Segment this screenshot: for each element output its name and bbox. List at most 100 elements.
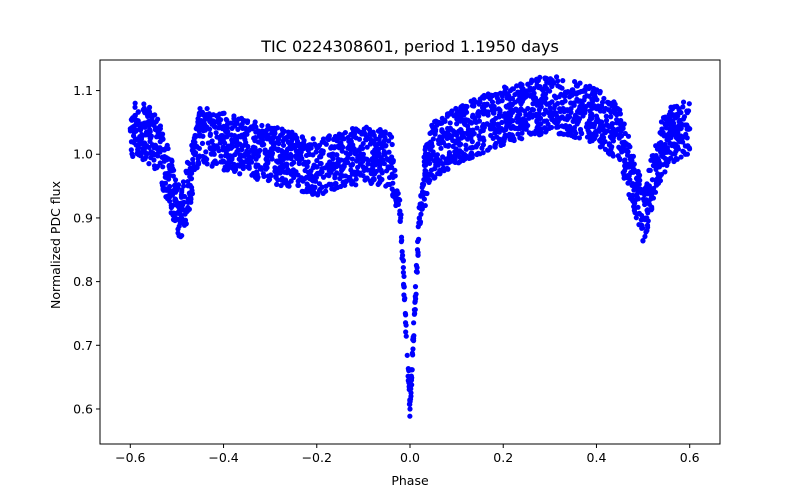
scatter-point — [660, 143, 666, 149]
scatter-point — [455, 160, 462, 166]
scatter-point — [237, 171, 243, 177]
scatter-point — [663, 146, 669, 152]
scatter-point — [327, 159, 333, 165]
scatter-point — [458, 104, 464, 111]
scatter-point — [545, 121, 551, 127]
scatter-point — [614, 120, 620, 126]
scatter-point — [318, 149, 324, 155]
scatter-point — [427, 172, 433, 178]
scatter-point — [533, 111, 539, 117]
scatter-point — [462, 109, 469, 115]
scatter-point — [643, 229, 649, 235]
scatter-point — [678, 109, 684, 116]
scatter-point — [284, 146, 291, 152]
scatter-point — [144, 143, 150, 149]
scatter-point — [481, 124, 487, 130]
scatter-point — [245, 164, 251, 170]
scatter-point — [586, 118, 593, 124]
scatter-point — [335, 156, 341, 162]
scatter-point — [403, 329, 409, 335]
scatter-point — [141, 147, 147, 154]
scatter-point — [412, 284, 419, 290]
scatter-point — [518, 81, 524, 87]
scatter-point — [549, 111, 555, 117]
scatter-point — [386, 138, 392, 144]
scatter-point — [171, 187, 177, 194]
y-tick-label: 0.7 — [73, 338, 93, 353]
scatter-point — [224, 121, 230, 128]
scatter-point — [229, 125, 235, 131]
scatter-point — [295, 172, 301, 178]
scatter-point — [220, 147, 226, 153]
scatter-point — [576, 135, 583, 141]
scatter-point — [281, 150, 287, 157]
scatter-point — [435, 162, 441, 168]
scatter-point — [437, 170, 443, 176]
scatter-point — [680, 99, 687, 105]
scatter-point — [473, 119, 479, 125]
scatter-point — [338, 167, 345, 174]
scatter-point — [468, 154, 474, 160]
scatter-point — [271, 142, 277, 148]
scatter-point — [199, 140, 206, 146]
scatter-point — [146, 104, 153, 110]
scatter-point — [303, 152, 310, 159]
scatter-point — [393, 200, 400, 206]
scatter-point — [266, 149, 273, 155]
scatter-point — [538, 126, 544, 132]
scatter-point — [474, 125, 480, 131]
scatter-point — [510, 86, 517, 92]
scatter-point — [233, 121, 239, 127]
scatter-point — [622, 130, 628, 137]
scatter-point — [172, 196, 178, 202]
scatter-point — [195, 156, 201, 162]
scatter-point — [301, 145, 307, 152]
scatter-point — [601, 127, 607, 133]
scatter-point — [401, 292, 407, 298]
scatter-point — [240, 125, 246, 131]
scatter-point — [318, 160, 324, 167]
scatter-point — [222, 153, 228, 159]
scatter-point — [239, 143, 245, 149]
scatter-point — [203, 126, 209, 132]
scatter-point — [625, 180, 631, 186]
scatter-point — [359, 145, 366, 152]
scatter-point — [194, 133, 200, 139]
scatter-point — [667, 115, 673, 121]
scatter-point — [671, 104, 678, 110]
scatter-point — [480, 150, 486, 156]
scatter-point — [356, 136, 363, 142]
scatter-point — [403, 322, 409, 328]
scatter-point — [412, 307, 418, 313]
scatter-point — [645, 210, 651, 216]
scatter-point — [196, 112, 202, 118]
scatter-point — [263, 156, 269, 162]
chart-title: TIC 0224308601, period 1.1950 days — [260, 37, 559, 56]
scatter-point — [236, 116, 242, 122]
scatter-point — [628, 170, 634, 176]
scatter-point — [608, 149, 614, 155]
scatter-point — [617, 156, 623, 163]
scatter-point — [160, 185, 166, 191]
scatter-point — [189, 170, 195, 176]
scatter-point — [675, 113, 681, 119]
scatter-point — [140, 156, 146, 163]
scatter-point — [160, 164, 166, 170]
scatter-point — [128, 126, 134, 132]
x-tick-label: −0.4 — [208, 450, 238, 465]
scatter-point — [390, 174, 396, 181]
scatter-point — [587, 138, 593, 144]
scatter-point — [384, 156, 390, 162]
scatter-point — [594, 97, 600, 103]
scatter-point — [529, 78, 535, 84]
scatter-point — [378, 177, 384, 183]
scatter-point — [373, 156, 379, 162]
scatter-point — [371, 138, 377, 144]
scatter-point — [409, 375, 415, 381]
scatter-point — [410, 346, 416, 352]
scatter-point — [515, 131, 521, 137]
scatter-point — [295, 153, 301, 159]
scatter-point — [581, 97, 587, 103]
scatter-point — [216, 119, 222, 125]
